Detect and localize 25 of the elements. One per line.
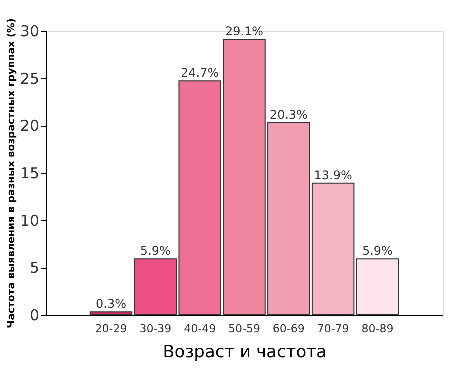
x-tick-label: 30-39 xyxy=(140,322,172,336)
y-tick-label: 0 xyxy=(30,306,40,324)
y-tick-label: 20 xyxy=(20,117,40,136)
x-tick-label: 60-69 xyxy=(272,322,305,336)
y-tick-label: 25 xyxy=(20,70,40,88)
data-label: 13.9% xyxy=(314,168,352,182)
y-tick-label: 30 xyxy=(20,22,40,40)
data-label: 5.9% xyxy=(140,244,171,258)
y-tick-label: 15 xyxy=(20,164,40,182)
x-tick-label: 20-29 xyxy=(95,322,128,336)
y-tick-label: 10 xyxy=(20,212,40,230)
x-tick-label: 70-79 xyxy=(317,322,350,336)
data-label: 5.9% xyxy=(362,244,393,258)
data-label: 0.3% xyxy=(96,297,127,312)
data-label: 24.7% xyxy=(181,66,220,80)
y-tick-label: 5 xyxy=(30,259,40,278)
x-tick-label: 40-49 xyxy=(184,322,216,336)
y-axis-title: Частота выявления в разных возрастных группах (%) xyxy=(6,18,18,328)
bar xyxy=(90,312,133,316)
x-tick-label: 50-59 xyxy=(228,322,260,336)
x-axis-title: Возраст и частота xyxy=(163,342,327,362)
x-tick-label: 80-89 xyxy=(362,322,394,336)
data-label: 29.1% xyxy=(225,24,264,39)
bar xyxy=(356,258,400,316)
data-label: 20.3% xyxy=(270,108,308,122)
